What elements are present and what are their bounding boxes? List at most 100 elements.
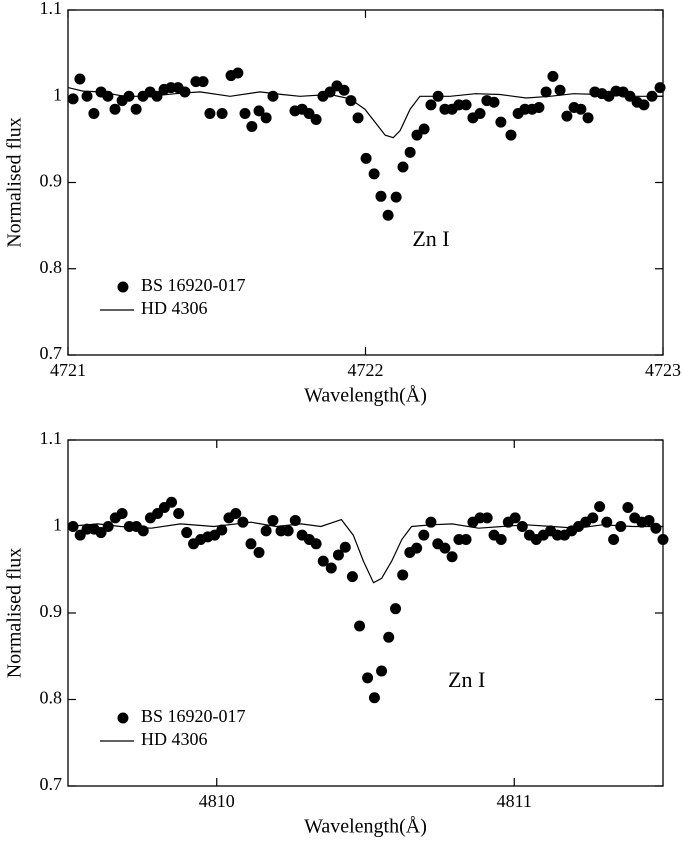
data-point bbox=[533, 101, 545, 113]
data-point bbox=[608, 533, 620, 545]
legend-marker bbox=[117, 712, 129, 724]
x-axis-label: Wavelength(Å) bbox=[304, 816, 427, 838]
data-point bbox=[204, 108, 216, 119]
data-point bbox=[253, 546, 265, 558]
data-point bbox=[197, 76, 209, 88]
data-point bbox=[382, 209, 394, 221]
data-point bbox=[267, 514, 279, 526]
data-point bbox=[130, 103, 142, 115]
data-point bbox=[338, 84, 350, 96]
data-point bbox=[481, 512, 493, 524]
data-point bbox=[67, 93, 79, 105]
x-tick-label: 4810 bbox=[199, 791, 235, 811]
data-point bbox=[352, 112, 364, 124]
data-point bbox=[317, 555, 329, 567]
data-point bbox=[354, 620, 366, 632]
data-point bbox=[88, 108, 100, 119]
data-point bbox=[495, 116, 507, 128]
data-point bbox=[237, 516, 249, 528]
data-point bbox=[376, 665, 388, 677]
data-point bbox=[216, 108, 228, 119]
y-axis-label: Normalised flux bbox=[4, 117, 26, 248]
y-tick-label: 0.7 bbox=[40, 343, 63, 363]
data-point bbox=[418, 529, 430, 541]
data-point bbox=[418, 123, 430, 135]
data-point bbox=[516, 521, 528, 532]
data-point bbox=[540, 86, 552, 98]
legend-label: HD 4306 bbox=[141, 298, 208, 318]
data-point bbox=[495, 533, 507, 545]
data-point bbox=[587, 512, 599, 524]
data-point bbox=[554, 84, 566, 96]
data-point bbox=[638, 99, 650, 111]
data-point bbox=[439, 542, 451, 554]
data-point bbox=[650, 522, 662, 534]
data-point bbox=[230, 508, 242, 520]
data-point bbox=[397, 569, 409, 581]
data-point bbox=[411, 542, 423, 554]
data-point bbox=[561, 110, 573, 122]
spectrum-line bbox=[67, 518, 663, 584]
data-point bbox=[179, 86, 191, 98]
annotation: Zn I bbox=[412, 226, 449, 251]
data-point bbox=[345, 95, 357, 107]
data-point bbox=[654, 82, 666, 94]
data-point bbox=[397, 161, 409, 173]
data-point bbox=[643, 514, 655, 526]
data-point bbox=[460, 99, 472, 111]
data-point bbox=[474, 108, 486, 119]
data-point bbox=[116, 508, 128, 520]
x-tick-label: 4723 bbox=[645, 360, 681, 380]
data-point bbox=[368, 168, 380, 180]
data-point bbox=[232, 67, 244, 79]
data-point bbox=[601, 516, 613, 528]
data-point bbox=[253, 105, 265, 117]
data-point bbox=[362, 672, 374, 684]
y-tick-label: 1 bbox=[53, 515, 62, 535]
data-point bbox=[390, 603, 402, 615]
y-tick-label: 0.7 bbox=[40, 774, 63, 794]
data-point bbox=[81, 90, 93, 102]
data-point bbox=[360, 152, 372, 164]
data-point bbox=[74, 73, 86, 85]
y-axis-label: Normalised flux bbox=[4, 548, 26, 679]
data-point bbox=[181, 527, 193, 539]
x-tick-label: 4722 bbox=[348, 360, 384, 380]
data-point bbox=[151, 90, 163, 102]
data-point bbox=[260, 112, 272, 124]
data-point bbox=[615, 521, 627, 532]
data-point bbox=[390, 191, 402, 203]
data-point bbox=[488, 96, 500, 108]
legend-label: BS 16920-017 bbox=[141, 275, 246, 295]
x-tick-label: 4721 bbox=[50, 360, 86, 380]
y-tick-label: 1.1 bbox=[40, 0, 63, 18]
data-point bbox=[509, 512, 521, 524]
data-point bbox=[368, 692, 380, 704]
x-tick-label: 4811 bbox=[497, 791, 532, 811]
data-point bbox=[102, 521, 114, 532]
data-point bbox=[260, 525, 272, 537]
data-point bbox=[346, 571, 358, 583]
legend-label: BS 16920-017 bbox=[141, 706, 246, 726]
annotation: Zn I bbox=[448, 667, 485, 692]
data-point bbox=[245, 538, 257, 550]
data-point bbox=[289, 514, 301, 526]
data-point bbox=[575, 103, 587, 115]
data-point bbox=[505, 129, 517, 141]
data-point bbox=[594, 501, 606, 513]
data-point bbox=[339, 541, 351, 553]
data-point bbox=[657, 533, 669, 545]
data-point bbox=[216, 524, 228, 536]
data-point bbox=[310, 538, 322, 550]
data-point bbox=[246, 120, 258, 132]
y-tick-label: 1 bbox=[53, 84, 62, 104]
data-point bbox=[425, 516, 437, 528]
y-tick-label: 1.1 bbox=[40, 428, 63, 448]
data-point bbox=[325, 562, 337, 574]
data-point bbox=[425, 99, 437, 111]
data-point bbox=[332, 549, 344, 561]
data-point bbox=[375, 190, 387, 202]
spectrum-line bbox=[67, 87, 663, 139]
data-point bbox=[622, 501, 634, 513]
x-axis-label: Wavelength(Å) bbox=[304, 385, 427, 407]
